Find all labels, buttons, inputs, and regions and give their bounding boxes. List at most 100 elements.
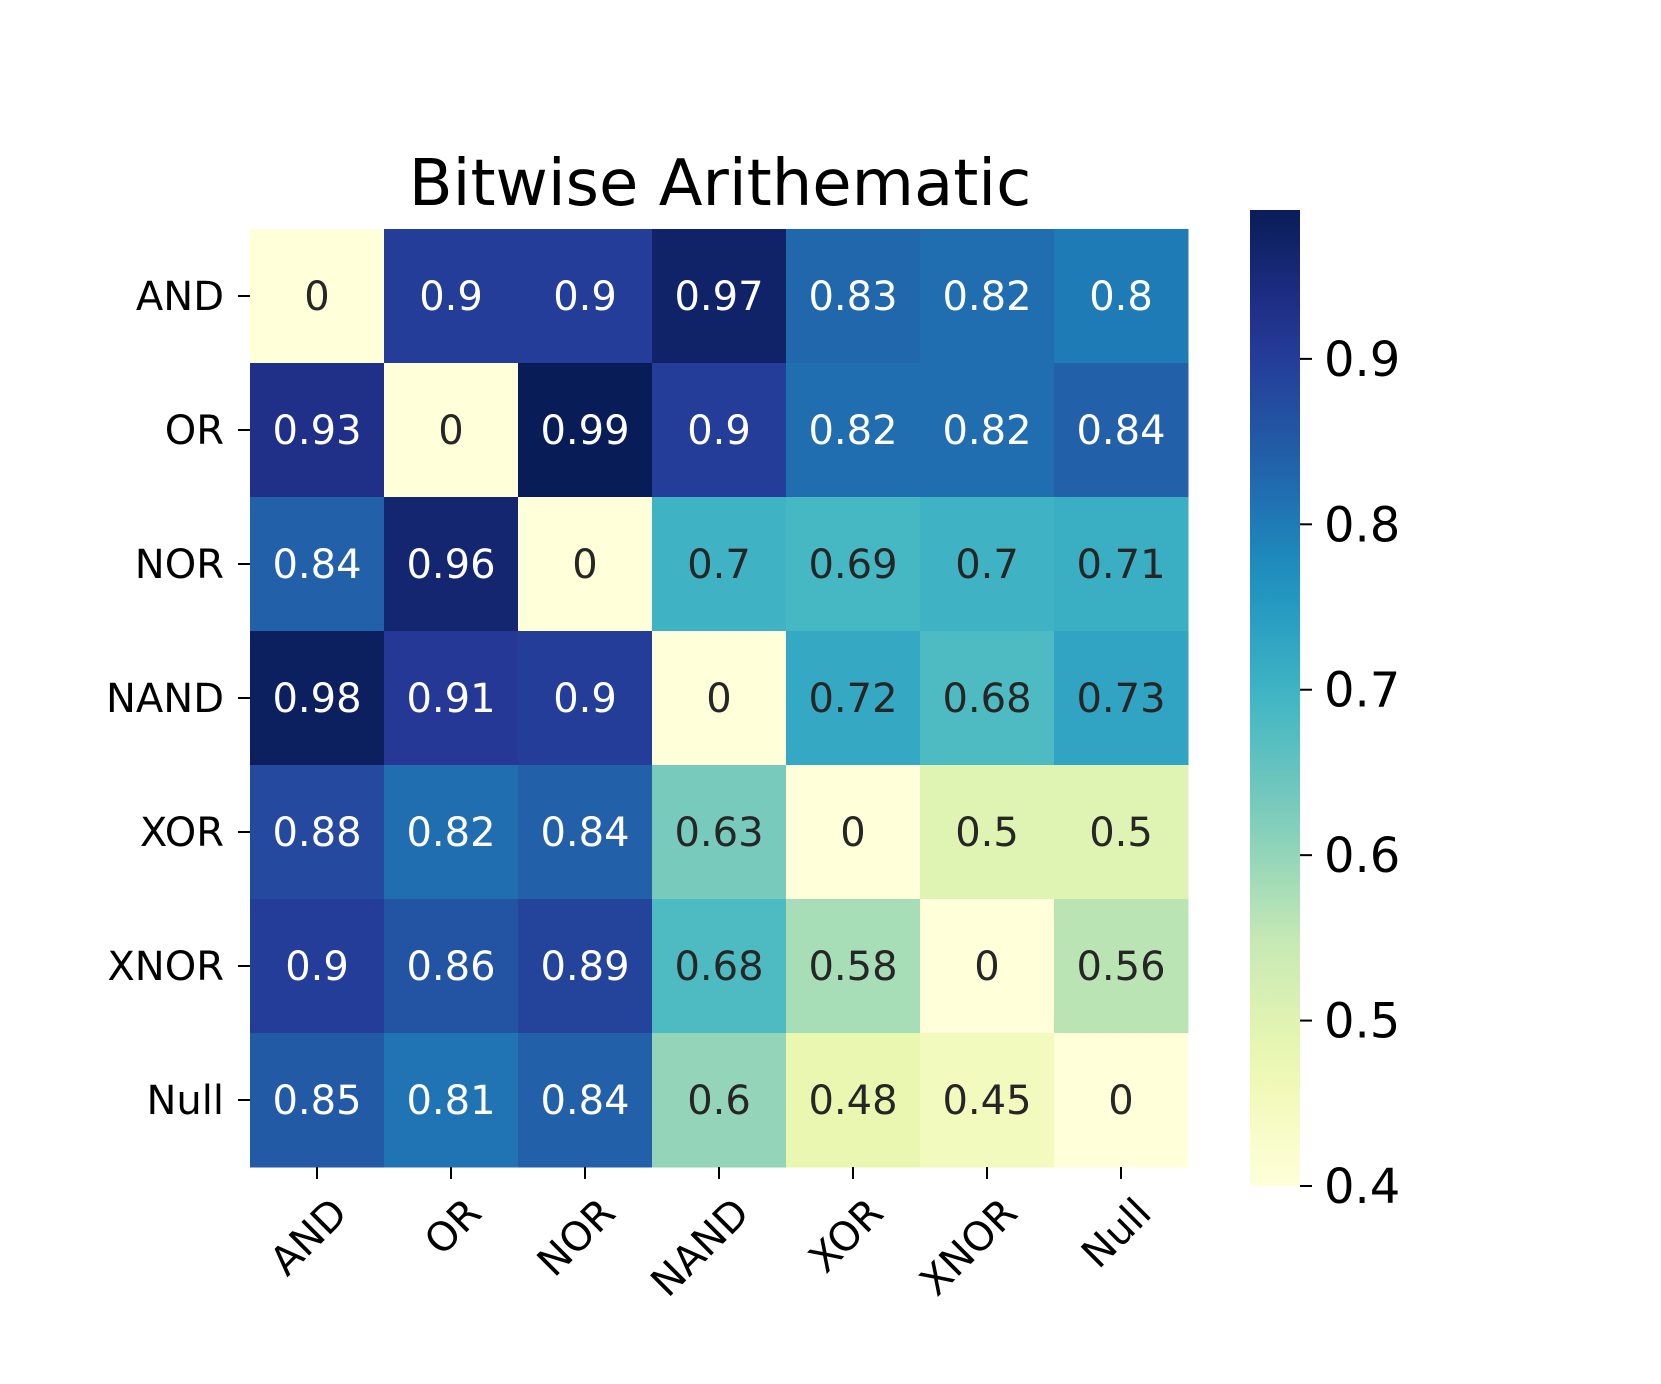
cell-label-or-nand: 0.9 [687,408,751,454]
cell-label-and-nand: 0.97 [674,274,763,320]
y-tick-label-null: Null [147,1078,225,1124]
cell-label-xor-xor: 0 [840,810,865,856]
cell-or-nand [652,363,787,498]
cell-and-or [384,229,519,364]
cell-label-nand-and: 0.98 [272,676,361,722]
cell-label-or-xnor: 0.82 [942,408,1031,454]
y-axis: AND OR NOR NAND XOR XNOR Null [106,274,250,1124]
colorbar-tick-label: 0.8 [1324,497,1400,553]
cell-nand-null [1054,631,1189,766]
cell-label-null-or: 0.81 [406,1078,495,1124]
cell-label-xor-or: 0.82 [406,810,495,856]
cell-xor-and [250,765,385,900]
cell-label-and-xnor: 0.82 [942,274,1031,320]
cell-label-null-xor: 0.48 [808,1078,897,1124]
cell-label-null-nor: 0.84 [540,1078,629,1124]
cell-and-nand [652,229,787,364]
cell-label-nor-nor: 0 [572,542,597,588]
cell-label-and-null: 0.8 [1089,274,1153,320]
cell-null-nor [518,1033,653,1168]
cell-label-or-xor: 0.82 [808,408,897,454]
colorbar-tick-label: 0.5 [1324,994,1400,1050]
cell-label-xor-xnor: 0.5 [955,810,1019,856]
cell-and-xnor [920,229,1055,364]
cell-label-xor-nor: 0.84 [540,810,629,856]
cell-label-or-nor: 0.99 [540,408,629,454]
cell-xor-nor [518,765,653,900]
cell-label-null-xnor: 0.45 [942,1078,1031,1124]
x-tick-label-xnor: XNOR [911,1190,1026,1305]
cell-xor-nand [652,765,787,900]
x-axis: AND OR NOR NAND XOR XNOR Null [262,1167,1160,1306]
cell-nor-null [1054,497,1189,632]
heatmap-annotations: 0 0.9 0.9 0.97 0.83 0.82 0.8 0.93 0 0.99 0.9 0.82 0.… [272,274,1165,1124]
cell-label-xnor-nor: 0.89 [540,944,629,990]
cell-label-xnor-or: 0.86 [406,944,495,990]
cell-nand-nand [652,631,787,766]
cell-label-nand-nand: 0 [706,676,731,722]
cell-label-xnor-xor: 0.58 [808,944,897,990]
cell-label-and-or: 0.9 [419,274,483,320]
cell-xnor-xor [786,899,921,1034]
x-tick-label-and: AND [262,1190,357,1285]
cell-null-xnor [920,1033,1055,1168]
x-tick-label-nor: NOR [529,1190,625,1286]
y-tick-label-xor: XOR [140,810,224,856]
cell-label-nand-nor: 0.9 [553,676,617,722]
colorbar-ticks: 0.4 0.5 0.6 0.7 0.8 0.9 [1300,332,1400,1215]
colorbar: 0.4 0.5 0.6 0.7 0.8 0.9 [1250,210,1400,1215]
cell-label-nand-null: 0.73 [1076,676,1165,722]
cell-or-or [384,363,519,498]
cell-xnor-or [384,899,519,1034]
cell-xnor-null [1054,899,1189,1034]
cell-label-or-or: 0 [438,408,463,454]
cell-or-xnor [920,363,1055,498]
cell-label-nor-nand: 0.7 [687,542,751,588]
cell-label-nor-xor: 0.69 [808,542,897,588]
cell-label-null-null: 0 [1108,1078,1133,1124]
y-tick-label-and: AND [136,274,224,320]
cell-nor-and [250,497,385,632]
cell-label-xnor-xnor: 0 [974,944,999,990]
cell-label-null-nand: 0.6 [687,1078,751,1124]
cell-label-null-and: 0.85 [272,1078,361,1124]
cell-and-and [250,229,385,364]
cell-xor-or [384,765,519,900]
cell-label-xor-nand: 0.63 [674,810,763,856]
x-tick-label-or: OR [416,1190,490,1264]
cell-xor-xor [786,765,921,900]
cell-xor-xnor [920,765,1055,900]
cell-nand-xor [786,631,921,766]
cell-or-null [1054,363,1189,498]
x-tick-label-nand: NAND [642,1190,758,1306]
cell-nor-xor [786,497,921,632]
cell-label-xor-and: 0.88 [272,810,361,856]
colorbar-tick-label: 0.7 [1324,663,1400,719]
cell-xnor-nor [518,899,653,1034]
y-tick-label-xnor: XNOR [107,944,224,990]
cell-or-xor [786,363,921,498]
colorbar-gradient [1250,210,1300,1186]
heatmap-cells [250,229,1189,1168]
cell-null-xor [786,1033,921,1168]
cell-null-nand [652,1033,787,1168]
y-tick-label-or: OR [165,408,224,454]
cell-label-nor-or: 0.96 [406,542,495,588]
cell-label-nand-or: 0.91 [406,676,495,722]
cell-label-and-and: 0 [304,274,329,320]
colorbar-tick-label: 0.9 [1324,332,1400,388]
cell-nor-xnor [920,497,1055,632]
cell-label-xnor-null: 0.56 [1076,944,1165,990]
cell-label-xnor-and: 0.9 [285,944,349,990]
cell-label-nor-null: 0.71 [1076,542,1165,588]
cell-nand-nor [518,631,653,766]
cell-label-or-and: 0.93 [272,408,361,454]
cell-label-nor-and: 0.84 [272,542,361,588]
cell-nor-nor [518,497,653,632]
cell-label-nand-xor: 0.72 [808,676,897,722]
colorbar-tick-label: 0.4 [1324,1159,1400,1215]
cell-label-nand-xnor: 0.68 [942,676,1031,722]
cell-xnor-xnor [920,899,1055,1034]
cell-xor-null [1054,765,1189,900]
